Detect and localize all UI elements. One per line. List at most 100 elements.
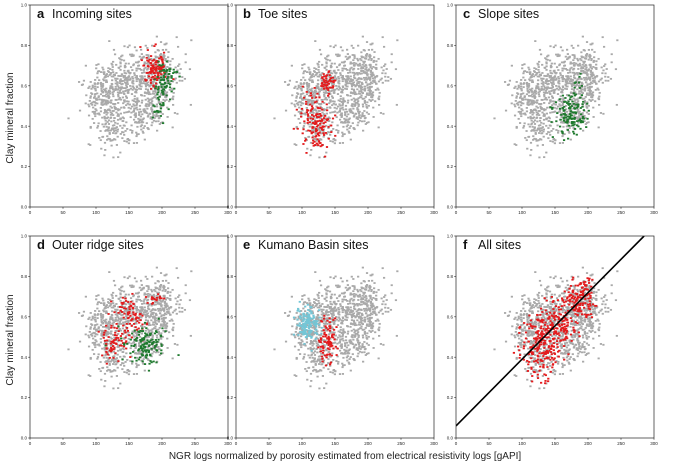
data-point: [119, 62, 122, 65]
data-point: [389, 77, 393, 80]
data-point: [155, 351, 158, 354]
data-point: [331, 82, 334, 85]
data-point: [595, 68, 598, 70]
data-point: [116, 366, 119, 369]
data-point: [546, 92, 549, 94]
data-point: [525, 110, 529, 113]
data-point: [517, 110, 520, 113]
data-point: [579, 57, 582, 60]
data-point: [326, 92, 329, 94]
data-point: [340, 116, 343, 118]
data-point: [562, 99, 566, 102]
data-point: [97, 330, 100, 333]
data-point: [107, 328, 110, 331]
data-point: [112, 95, 115, 98]
data-point: [333, 106, 336, 109]
data-point: [144, 88, 148, 91]
data-point: [340, 112, 343, 115]
data-point: [374, 66, 377, 69]
data-point: [121, 54, 124, 57]
data-point: [142, 64, 145, 67]
data-point: [140, 48, 143, 51]
data-point: [138, 318, 141, 321]
data-point: [143, 292, 146, 295]
data-point: [380, 77, 383, 80]
data-point: [140, 124, 143, 127]
data-point: [546, 83, 549, 86]
data-point: [152, 297, 156, 300]
data-point: [139, 118, 142, 121]
data-point: [564, 114, 567, 116]
data-point: [151, 334, 154, 337]
data-point: [136, 332, 139, 334]
data-point: [139, 115, 142, 118]
data-point: [164, 327, 167, 329]
data-point: [555, 66, 559, 69]
data-point: [576, 78, 579, 81]
data-point: [112, 356, 115, 359]
data-point: [152, 104, 155, 107]
data-point: [173, 87, 176, 90]
data-point: [142, 343, 146, 346]
data-point: [561, 76, 564, 79]
data-point: [127, 322, 130, 325]
data-point: [92, 327, 96, 330]
data-point: [135, 309, 138, 311]
data-point: [89, 144, 92, 146]
data-point: [129, 360, 132, 362]
data-point: [368, 90, 372, 93]
data-point: [573, 76, 576, 79]
data-point: [131, 360, 134, 363]
data-point: [154, 115, 157, 118]
data-point: [119, 61, 122, 64]
data-point: [322, 132, 325, 135]
data-point: [97, 294, 100, 297]
data-point: [145, 56, 148, 59]
data-point: [361, 82, 364, 85]
data-point: [166, 106, 169, 109]
data-point: [311, 95, 314, 98]
data-point: [520, 85, 523, 88]
data-point: [343, 117, 346, 120]
data-point: [311, 100, 315, 103]
data-point: [537, 124, 541, 127]
data-point: [537, 91, 540, 94]
data-point: [108, 305, 111, 307]
data-point: [561, 94, 564, 97]
data-point: [317, 140, 321, 143]
data-point: [554, 44, 557, 47]
data-point: [550, 95, 554, 98]
data-point: [359, 88, 363, 90]
data-point: [365, 78, 368, 81]
data-point: [390, 61, 393, 64]
data-point: [99, 93, 103, 96]
data-point: [328, 59, 332, 62]
data-point: [315, 117, 318, 119]
data-point: [129, 53, 132, 56]
data-point: [326, 109, 329, 112]
data-point: [143, 349, 147, 352]
data-point: [566, 115, 569, 118]
data-point: [322, 78, 325, 81]
data-point: [123, 329, 126, 332]
data-point: [315, 142, 318, 145]
data-point: [143, 293, 146, 296]
data-point: [96, 343, 99, 346]
data-point: [119, 364, 122, 366]
data-point: [307, 135, 311, 138]
data-point: [315, 101, 318, 104]
data-point: [318, 103, 321, 105]
data-point: [586, 121, 589, 124]
data-point: [171, 288, 174, 291]
data-point: [128, 308, 131, 311]
data-point: [311, 103, 314, 106]
data-point: [121, 296, 124, 299]
data-point: [332, 83, 335, 85]
data-point: [572, 115, 575, 118]
data-point: [151, 308, 154, 311]
data-point: [308, 100, 311, 102]
data-point: [129, 129, 132, 131]
data-point: [297, 93, 300, 95]
data-point: [112, 302, 115, 305]
data-point: [387, 76, 390, 78]
